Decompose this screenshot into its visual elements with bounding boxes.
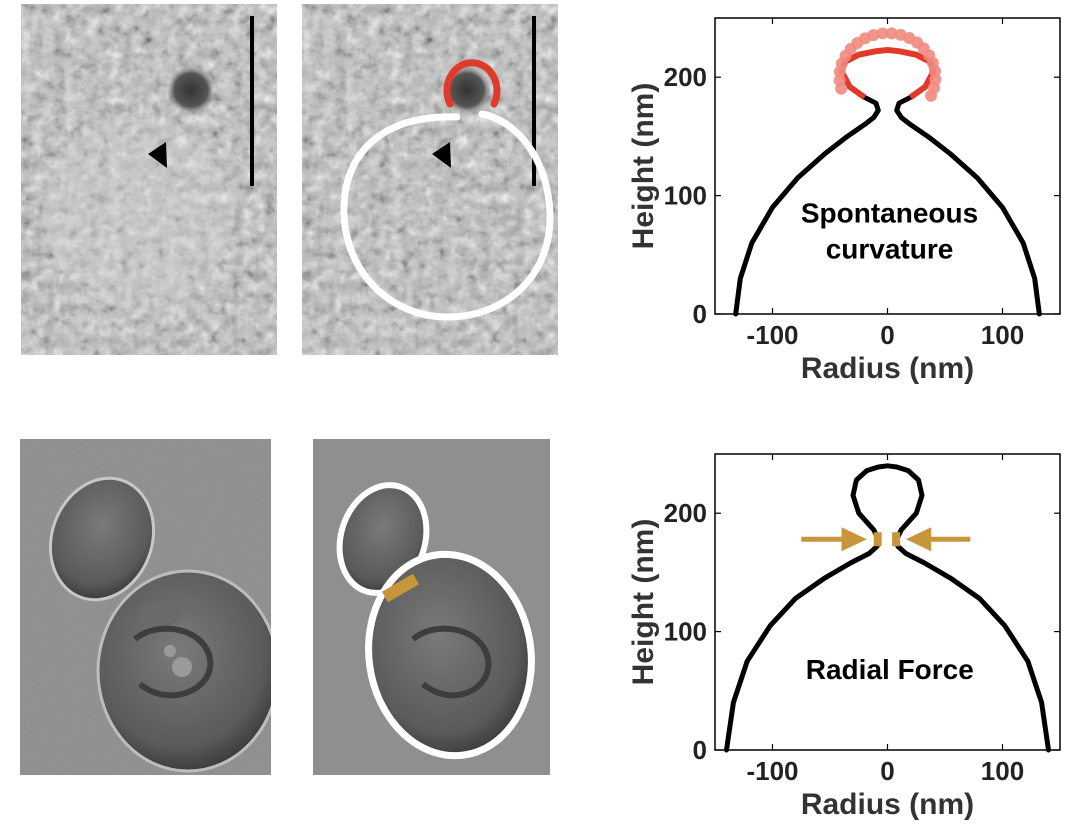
constriction-ring-mark	[873, 532, 882, 547]
chart-spontaneous-curvature: -100 0 100 0 100 200 Radius (nm) Height (nm) Spo…	[600, 0, 1077, 400]
scale-bar	[250, 16, 254, 186]
coat-protein-bead	[929, 73, 942, 86]
y-tick-label: 0	[693, 299, 707, 329]
x-tick-label: 0	[880, 756, 894, 786]
coat-protein-bead	[876, 27, 889, 40]
y-tick-label: 100	[664, 181, 707, 211]
y-axis-label: Height (nm)	[627, 519, 660, 686]
chart-annotation: Spontaneous	[801, 198, 978, 229]
x-tick-label: -100	[746, 756, 798, 786]
coat-protein-bead	[894, 28, 907, 41]
y-axis-label: Height (nm)	[627, 83, 660, 250]
constriction-ring	[381, 573, 420, 603]
plot-frame	[714, 17, 1061, 315]
mother-cell-outline	[365, 550, 535, 760]
x-axis-label: Radius (nm)	[801, 352, 974, 385]
yeast-micrograph-raw	[20, 439, 280, 775]
x-tick-label: 100	[981, 320, 1024, 350]
chart-radial-force: -100 0 100 0 100 200 Radius (nm) Height (nm) Rad…	[600, 440, 1077, 833]
chart-svg: -100 0 100 0 100 200 Radius (nm) Height (nm) Spo…	[627, 17, 1061, 385]
coat-protein-bead	[885, 27, 898, 40]
x-tick-label: -100	[746, 320, 798, 350]
em-micrograph-raw	[21, 4, 277, 355]
force-arrow-icon	[841, 527, 867, 552]
coat-protein-bead	[835, 82, 848, 95]
x-tick-label: 100	[981, 756, 1024, 786]
yeast-micrograph-annotated	[313, 439, 550, 775]
plot-frame	[714, 453, 1061, 751]
x-tick-label: 0	[880, 320, 894, 350]
chart-annotation: Radial Force	[806, 654, 974, 685]
chart-svg: -100 0 100 0 100 200 Radius (nm) Height (nm) Rad…	[627, 453, 1061, 821]
chart-annotation: curvature	[826, 234, 954, 265]
coat-protein-bead	[833, 65, 846, 78]
constriction-ring-mark	[892, 532, 901, 547]
y-tick-label: 200	[664, 62, 707, 92]
y-tick-label: 100	[664, 617, 707, 647]
arrowhead-marker-icon	[148, 142, 167, 168]
membrane-profile-line	[733, 47, 1042, 317]
parent-membrane-outline	[340, 110, 554, 321]
x-axis-label: Radius (nm)	[801, 788, 974, 821]
coat-region-line	[838, 47, 937, 100]
membrane-profile-line	[724, 463, 1051, 753]
y-tick-label: 200	[664, 498, 707, 528]
coat-outline	[443, 59, 501, 108]
em-micrograph-annotated	[302, 4, 558, 355]
force-arrow-icon	[905, 527, 932, 552]
y-tick-label: 0	[693, 735, 707, 765]
